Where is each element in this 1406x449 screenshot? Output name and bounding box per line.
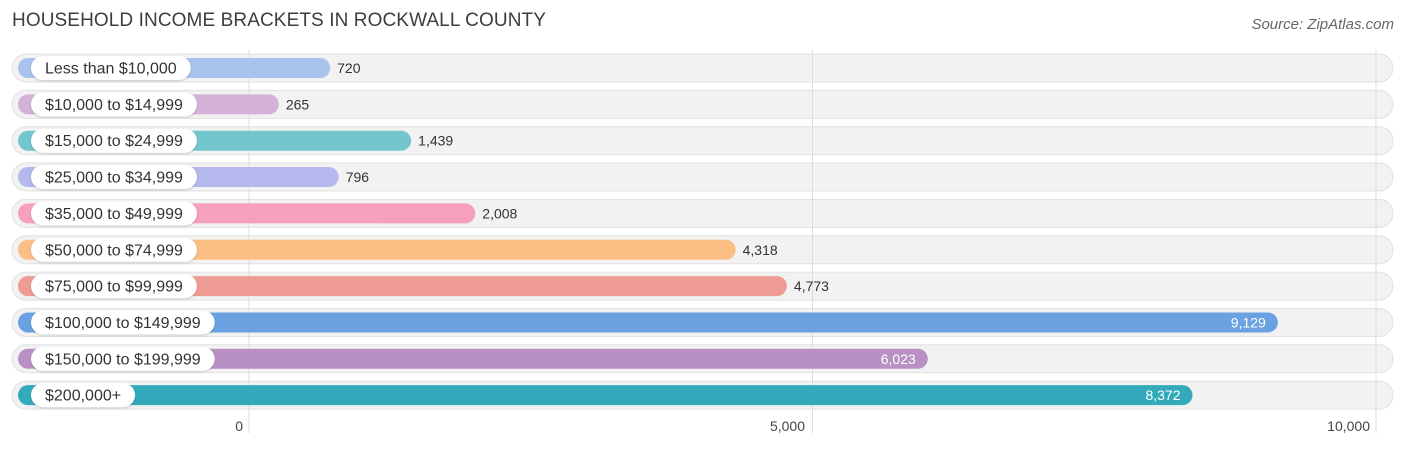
bar-group: $35,000 to $49,999 2,008 (18, 201, 518, 226)
category-label: $200,000+ (45, 388, 121, 405)
category-label: $10,000 to $14,999 (45, 97, 183, 114)
category-pill (31, 92, 197, 117)
bar-group: $25,000 to $34,999 796 (18, 165, 370, 190)
tick-label: 10,000 (1327, 418, 1370, 434)
category-pill (31, 383, 136, 408)
bar-group: $150,000 to $199,999 6,023 (18, 346, 928, 371)
tick-label: 5,000 (770, 418, 805, 434)
row-background (11, 89, 1394, 119)
category-label: $25,000 to $34,999 (45, 170, 183, 187)
category-pill (31, 237, 197, 262)
value-label: 720 (337, 60, 361, 76)
bar-group: $75,000 to $99,999 4,773 (18, 274, 829, 299)
category-label: $75,000 to $99,999 (45, 279, 183, 296)
category-label: $35,000 to $49,999 (45, 206, 183, 223)
bar (18, 348, 928, 369)
tick-label: 0 (235, 418, 243, 434)
category-pill (31, 310, 215, 335)
bar-group: $100,000 to $149,999 9,129 (18, 310, 1278, 335)
value-label: 1,439 (418, 133, 453, 149)
bar-group: $15,000 to $24,999 1,439 (18, 128, 453, 153)
category-label: $15,000 to $24,999 (45, 133, 183, 150)
value-label: 2,008 (482, 205, 517, 221)
bar (18, 312, 1278, 333)
value-label: 4,318 (743, 242, 778, 258)
category-pill (31, 165, 197, 190)
value-label: 265 (286, 96, 310, 112)
bar-group: Less than $10,000 720 (18, 56, 361, 80)
source-credit: Source: ZipAtlas.com (1251, 16, 1394, 33)
bar-group: $50,000 to $74,999 4,318 (18, 237, 778, 262)
row-background (11, 53, 1394, 83)
value-label: 8,372 (1145, 387, 1180, 403)
bar (18, 385, 1193, 406)
value-label: 796 (346, 169, 370, 185)
category-pill (31, 201, 197, 226)
bar (18, 276, 787, 297)
value-label: 6,023 (881, 351, 916, 367)
bars: Less than $10,000 720 $10,000 to $14,999 26… (18, 56, 1278, 408)
x-axis-ticks: 0 5,000 10,000 (235, 418, 1370, 434)
category-label: Less than $10,000 (45, 61, 177, 78)
chart-title: HOUSEHOLD INCOME BRACKETS IN ROCKWALL CO… (12, 10, 547, 31)
category-pill (31, 346, 215, 371)
category-pill (31, 56, 191, 80)
category-pill (31, 128, 197, 153)
row-background (11, 162, 1394, 192)
bar (18, 239, 736, 260)
category-label: $50,000 to $74,999 (45, 242, 183, 259)
category-pill (31, 274, 197, 299)
bar-group: $10,000 to $14,999 265 (18, 92, 310, 117)
value-label: 9,129 (1231, 314, 1266, 330)
category-label: $100,000 to $149,999 (45, 315, 201, 332)
value-label: 4,773 (794, 278, 829, 294)
category-label: $150,000 to $199,999 (45, 351, 201, 368)
bar-group: $200,000+ 8,372 (18, 383, 1193, 408)
